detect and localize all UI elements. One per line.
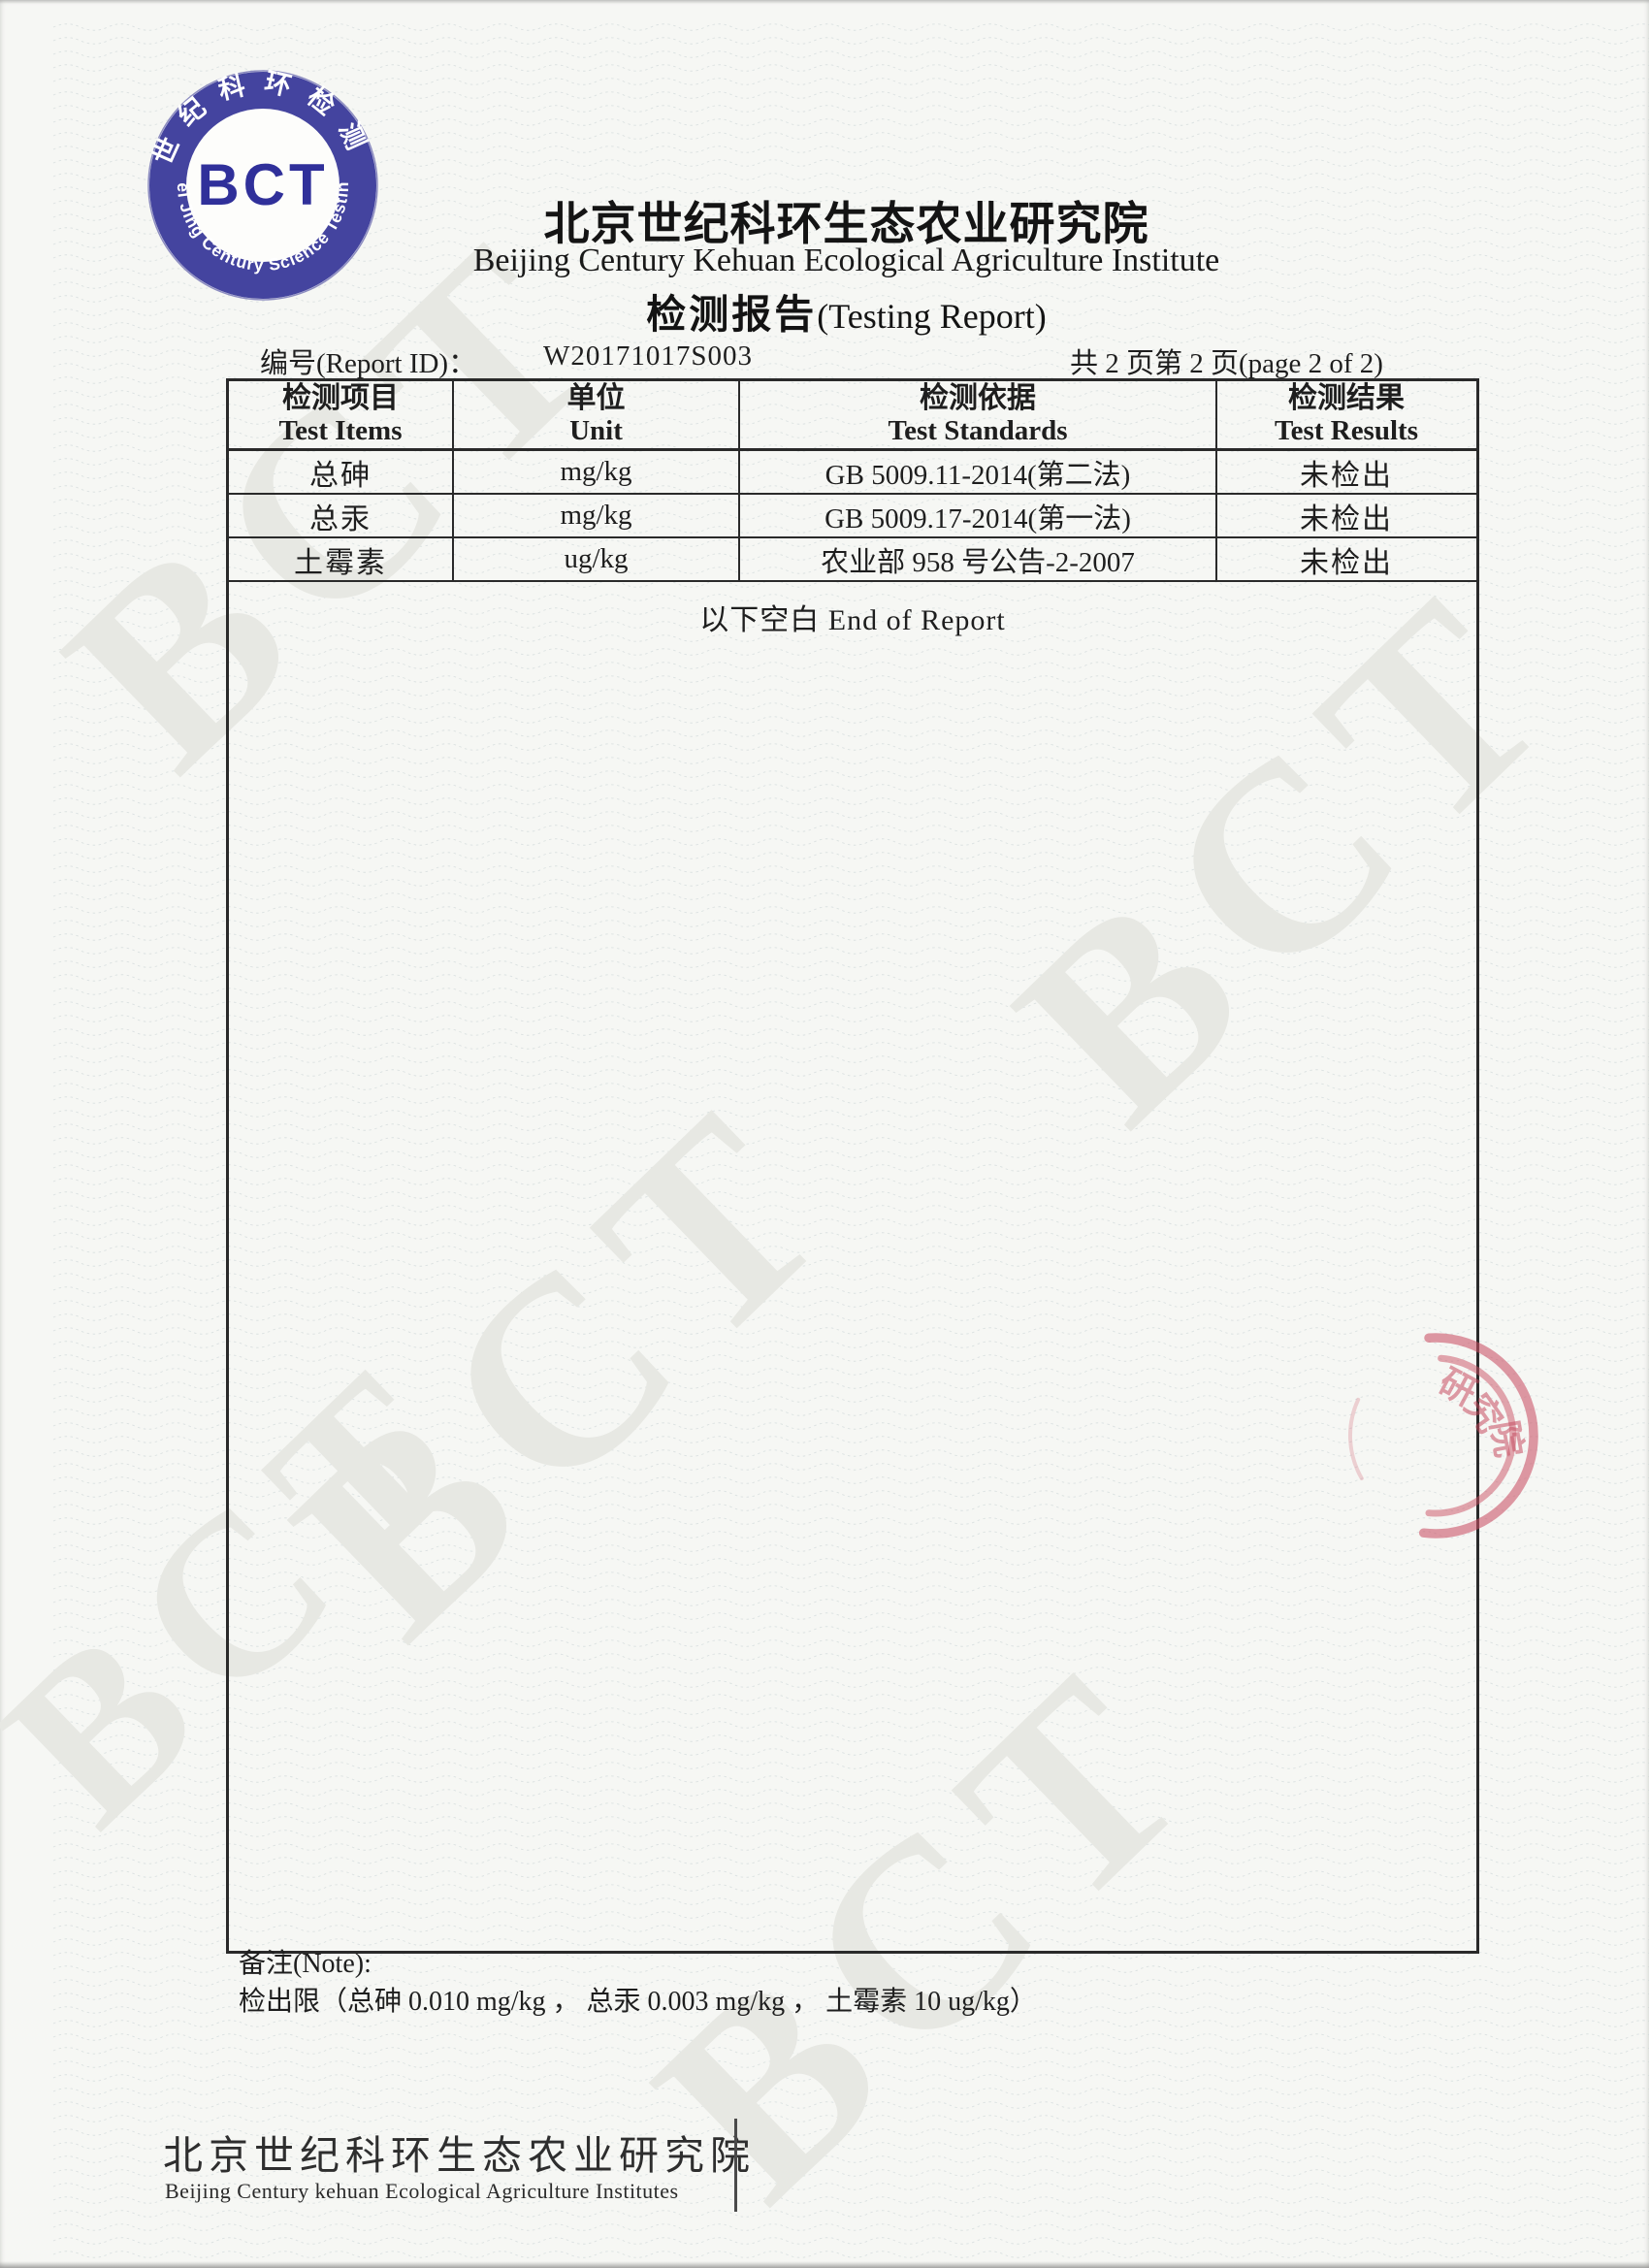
org-title-en: Beijing Century Kehuan Ecological Agricu… — [472, 243, 1220, 278]
table-row: 总砷 mg/kg GB 5009.11-2014(第二法) 未检出 — [229, 451, 1476, 495]
report-title: 检测报告(Testing Report) — [407, 281, 1285, 340]
end-of-report-label: 以下空白 End of Report — [699, 604, 1006, 636]
note-label: 备注(Note): — [239, 1949, 372, 1979]
footer-divider-bar — [734, 2119, 737, 2212]
note-block: 备注(Note): 检出限（总砷 0.010 mg/kg ， 总汞 0.003 … — [239, 1945, 1037, 2021]
red-seal-stamp: 研 究 院 — [1347, 1333, 1538, 1539]
scan-edge-top — [0, 0, 1649, 4]
col-header-test-items: 检测项目 Test Items — [229, 381, 454, 448]
footer-org-cn: 北京世纪科环生态农业研究院 — [163, 2133, 756, 2178]
report-title-en: (Testing Report) — [817, 297, 1047, 336]
col-header-test-standards: 检测依据 Test Standards — [740, 381, 1217, 448]
report-id-label: 编号(Report ID)： — [260, 348, 477, 379]
report-title-cn: 检测报告 — [646, 292, 818, 337]
note-text: 检出限（总砷 0.010 mg/kg ， 总汞 0.003 mg/kg ， 土霉… — [239, 1987, 1037, 2017]
footer-org-en: Beijing Century kehuan Ecological Agricu… — [165, 2179, 679, 2203]
col-header-unit: 单位 Unit — [454, 381, 740, 448]
logo-abbr: BCT — [197, 152, 328, 217]
col-header-test-results: 检测结果 Test Results — [1275, 382, 1418, 446]
table-header-row: 检测项目 Test Items 单位 Unit 检测依据 Test Standa… — [229, 381, 1476, 451]
results-table: 检测项目 Test Items 单位 Unit 检测依据 Test Standa… — [226, 378, 1479, 2017]
bct-logo: 世纪科环检测 Bei Jing Century Science Testing … — [146, 68, 378, 301]
table-row: 总汞 mg/kg GB 5009.17-2014(第一法) 未检出 — [229, 495, 1476, 538]
org-title-cn: 北京世纪科环生态农业研究院 — [543, 200, 1149, 250]
report-id-value: W20171017S003 — [543, 340, 753, 372]
table-row: 土霉素 ug/kg 农业部 958 号公告-2-2007 未检出 — [229, 538, 1476, 582]
page-info: 共 2 页第 2 页(page 2 of 2) — [1070, 348, 1383, 379]
svg-text:院: 院 — [1483, 1418, 1530, 1461]
blank-report-area: 以下空白 End of Report 备注(Note): 检出限（总砷 0.01… — [229, 582, 1476, 2034]
scan-edge-bottom — [0, 2261, 1649, 2268]
